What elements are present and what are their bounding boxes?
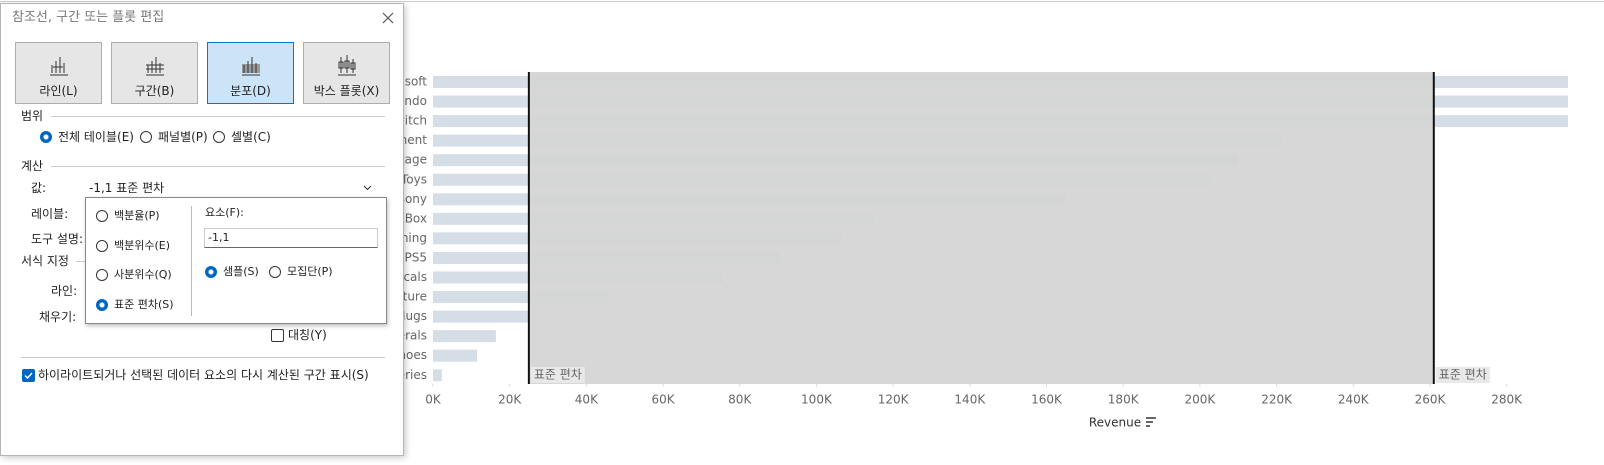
x-tick-label: 80K — [728, 393, 752, 407]
divider — [191, 206, 192, 316]
plot-type-label: 라인(L) — [39, 84, 78, 98]
y-tick-label: eries — [398, 368, 427, 382]
bar — [433, 330, 496, 343]
radio[interactable] — [96, 299, 108, 311]
plot-type-button[interactable]: 라인(L) — [15, 42, 102, 104]
checkbox[interactable] — [271, 329, 284, 342]
plot-type-label: 박스 플롯(X) — [313, 84, 380, 98]
input-value: -1,1 — [208, 231, 230, 244]
y-tick-label: endo — [397, 94, 427, 108]
radio[interactable] — [96, 240, 108, 252]
dropdown[interactable]: -1,1 표준 편차 — [86, 179, 376, 198]
radio[interactable] — [96, 210, 108, 222]
checkbox[interactable] — [22, 369, 35, 382]
y-tick-label: XBox — [396, 211, 427, 225]
y-tick-label: soft — [405, 75, 428, 89]
band-label: 표준 편차 — [1439, 368, 1487, 382]
separator — [51, 166, 385, 167]
x-tick-label: 280K — [1491, 393, 1523, 407]
radio-label: 백분율(P) — [114, 209, 160, 222]
y-tick-label: PS5 — [405, 250, 428, 264]
plot-type-button[interactable]: 분포(D) — [207, 42, 294, 104]
x-tick-label: 20K — [498, 393, 522, 407]
x-tick-label: 140K — [954, 393, 986, 407]
field-label: 라인: — [51, 284, 78, 298]
section-label: 범위 — [21, 109, 44, 123]
x-tick-label: 40K — [575, 393, 599, 407]
radio[interactable] — [140, 131, 152, 143]
close-button[interactable] — [382, 12, 394, 24]
y-tick-label: Sony — [397, 192, 427, 206]
y-tick-label: tage — [400, 153, 427, 167]
x-tick-label: 180K — [1108, 393, 1140, 407]
popup: 백분율(P) 백분위수(E) 사분위수(Q) 표준 편차(S) 요소(F): -… — [85, 197, 387, 324]
sort-icon[interactable] — [1146, 417, 1156, 427]
radio-label: 패널별(P) — [158, 130, 208, 144]
x-tick-label: 220K — [1261, 393, 1293, 407]
plot-type-label: 구간(B) — [134, 84, 175, 98]
y-tick-label: hoes — [398, 348, 427, 362]
y-tick-label: ture — [403, 290, 427, 304]
radio-label: 전체 테이블(E) — [58, 130, 134, 144]
separator — [21, 357, 385, 358]
y-tick-label: hing — [401, 231, 427, 245]
dialog-title: 참조선, 구간 또는 플롯 편집 — [12, 10, 165, 25]
radio[interactable] — [269, 266, 281, 278]
field-label: 레이블: — [31, 207, 69, 221]
x-tick-label: 240K — [1338, 393, 1370, 407]
radio-label: 표준 편차(S) — [114, 298, 174, 311]
field-label: 도구 설명: — [31, 232, 84, 246]
radio[interactable] — [205, 266, 217, 278]
radio-label: 백분위수(E) — [114, 239, 171, 252]
radio[interactable] — [213, 131, 225, 143]
reference-band — [528, 72, 1434, 384]
field-label: 요소(F): — [205, 206, 244, 219]
field-label: 채우기: — [39, 310, 77, 324]
bar — [433, 349, 478, 362]
band-label: 표준 편차 — [534, 368, 582, 382]
x-tick-label: 120K — [878, 393, 910, 407]
x-tick-label: 260K — [1415, 393, 1447, 407]
radio-label: 사분위수(Q) — [114, 268, 172, 281]
factor-input[interactable]: -1,1 — [204, 228, 378, 248]
bar — [433, 369, 442, 382]
plot-type-label: 분포(D) — [230, 84, 271, 98]
x-axis-title: Revenue — [1089, 416, 1141, 430]
x-tick-label: 60K — [651, 393, 675, 407]
radio[interactable] — [40, 131, 52, 143]
y-tick-label: erals — [398, 329, 427, 343]
band-label-bg — [1435, 367, 1490, 383]
bar — [433, 310, 529, 323]
radio[interactable] — [96, 269, 108, 281]
x-tick-label: 200K — [1185, 393, 1217, 407]
separator — [51, 116, 385, 117]
x-tick-label: 0K — [425, 393, 442, 407]
radio-label: 모집단(P) — [287, 265, 333, 278]
plot-type-button[interactable]: 박스 플롯(X) — [303, 42, 390, 104]
y-tick-label: Toys — [400, 172, 427, 186]
dialog: 참조선, 구간 또는 플롯 편집 라인(L) 구간(B) 분포(D) 박스 플롯… — [0, 3, 404, 456]
dropdown-value: -1,1 표준 편차 — [89, 181, 165, 195]
plot-type-button[interactable]: 구간(B) — [111, 42, 198, 104]
radio-label: 샘플(S) — [223, 265, 259, 278]
section-label: 계산 — [21, 159, 44, 173]
radio-label: 셀별(C) — [231, 130, 271, 144]
checkbox-label: 하이라이트되거나 선택된 데이터 요소의 다시 계산된 구간 표시(S) — [38, 368, 369, 382]
checkbox-label: 대칭(Y) — [288, 328, 327, 342]
x-tick-label: 100K — [801, 393, 833, 407]
top-border — [0, 1, 1604, 2]
band-label-bg — [530, 367, 585, 383]
field-label: 값: — [31, 181, 47, 195]
x-tick-label: 160K — [1031, 393, 1063, 407]
section-label: 서식 지정 — [21, 254, 69, 268]
